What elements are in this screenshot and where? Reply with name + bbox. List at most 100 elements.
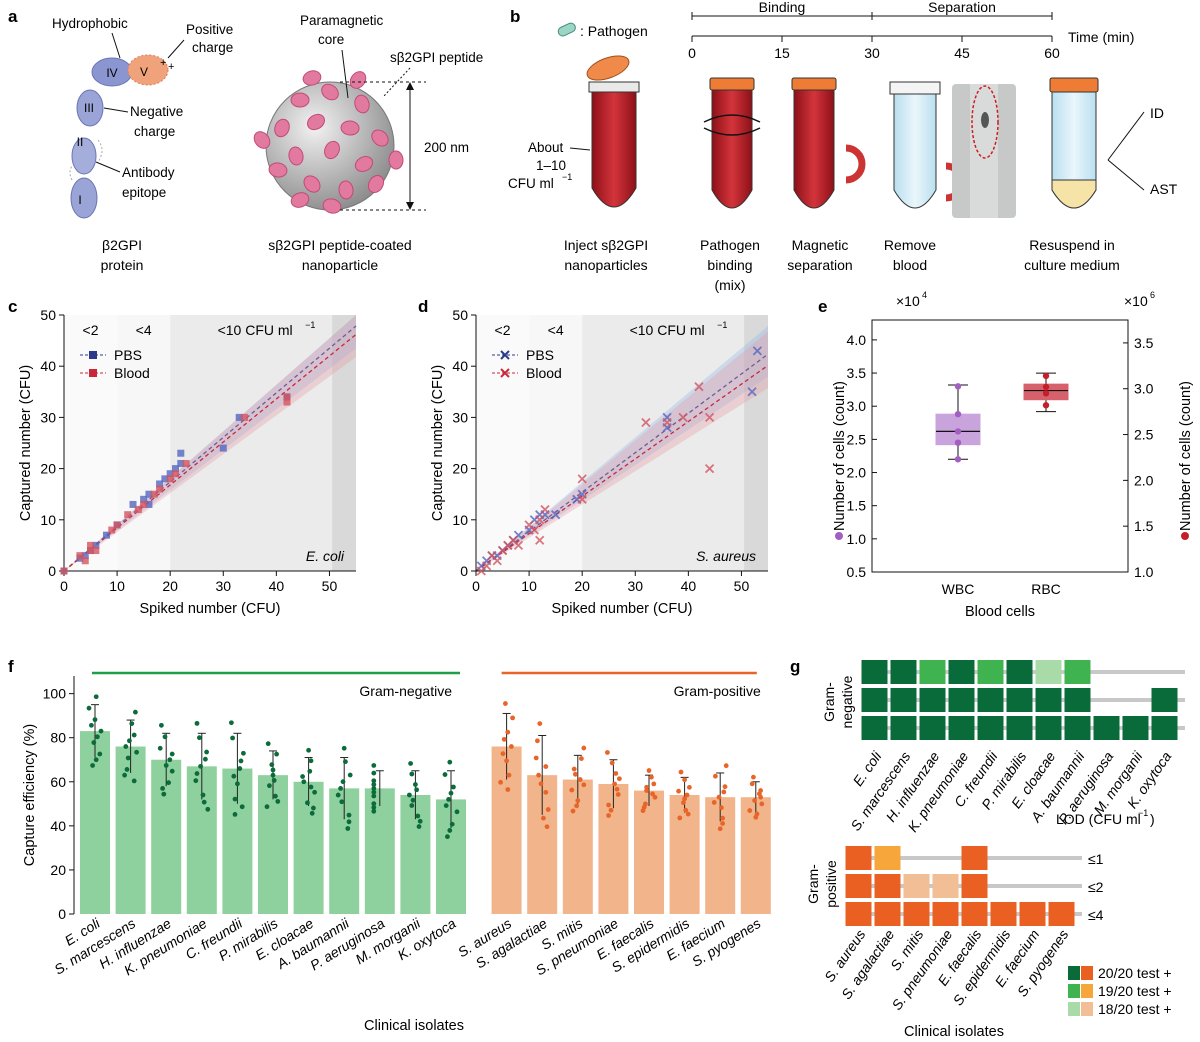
grid-cell [948,688,975,712]
data-point [752,346,763,356]
data-point [652,794,658,800]
data-point [335,792,341,798]
y-right-tick-label: 1.5 [1134,518,1154,534]
lod-band [170,315,333,571]
data-point [238,758,244,764]
data-point [681,800,686,806]
data-point [267,783,272,789]
y-left-axis-label: Number of cells (count) [832,381,848,531]
step-label: Magnetic [792,237,849,253]
about-unit-sup: −1 [562,172,572,182]
grid-cell [845,902,872,926]
grid-cell [932,902,959,926]
right-axis-key [1181,532,1189,540]
data-point [608,807,614,813]
data-point [229,720,234,726]
panel-letter-e: e [818,297,827,316]
data-point [122,772,127,778]
data-point [954,439,962,446]
domain-label-4: IV [106,66,117,80]
data-point [193,778,199,784]
data-point [219,444,227,452]
data-point [533,755,539,761]
data-point [81,557,89,565]
data-point [581,782,587,788]
data-point [758,788,763,793]
y-tick-label: 20 [452,461,468,477]
data-point [543,764,549,769]
step-label: Inject sβ2GPI [564,237,648,253]
gram-negative-label: Gram-negative [359,683,452,699]
data-point [87,541,95,549]
grid-cell [1122,716,1149,740]
grid-cell [1035,716,1062,740]
separation-label: Separation [928,0,996,15]
protein-caption-1: β2GPI [102,237,142,253]
step-labels: Inject sβ2GPI nanoparticles Pathogen bindin… [564,237,1120,293]
plot-frame [871,319,1129,573]
data-point [92,717,98,723]
legend-label: 20/20 test + [1098,965,1172,981]
data-point [131,778,137,784]
data-point [156,485,164,493]
hydrophobic-label: Hydrophobic [52,16,128,31]
data-point [231,773,237,779]
peptide-blob [321,83,339,101]
gram-positive-label: Gram-positive [674,683,761,699]
output-id: ID [1150,105,1164,121]
data-point [410,797,416,803]
y-left-tick-label: 3.5 [847,365,867,381]
data-point [203,756,208,762]
grid-cell [1064,688,1091,712]
data-point [717,826,723,832]
lod-title-sup: −1 [1138,808,1148,818]
tube-inject [586,55,640,208]
peptide-blob [303,175,321,193]
lod-band [332,315,356,571]
gram-positive-axis-label-2: positive [823,860,839,908]
size-label: 200 nm [424,140,469,155]
beta2gpi-protein-icon [69,54,169,219]
negative-label: Negative [130,104,183,119]
data-point [269,762,275,768]
step-label: Remove [884,237,936,253]
peptide-blob [388,150,404,170]
data-point [720,821,725,826]
data-point [308,758,314,764]
about-range: 1–10 [536,158,566,173]
grid-cell [1151,688,1178,712]
data-point [446,797,451,802]
x-tick-label: RBC [1031,581,1061,597]
data-point [506,772,512,778]
grid-cell [948,660,975,684]
x-tick-label: 10 [521,578,537,594]
data-point [274,751,279,757]
data-point [201,799,207,805]
panel-letter-f: f [8,657,14,676]
data-point [235,781,240,787]
data-point [95,734,100,740]
band-label: <10 CFU ml [630,322,705,338]
data-point [371,805,377,810]
data-point [124,511,132,519]
data-point [140,500,148,508]
y-axis-label: Captured number (CFU) [18,365,34,521]
data-point [97,751,103,757]
data-point [415,813,421,819]
data-point [200,792,206,798]
grid-cell [845,874,872,898]
data-point [662,417,672,428]
data-point [371,778,377,784]
data-point [235,413,243,421]
grid-cell [1151,716,1178,740]
step-label: Resuspend in [1029,237,1115,253]
gram-positive-axis-label: Gram- [805,864,821,904]
x-axis-label: Spiked number (CFU) [139,601,280,617]
grid-cell [932,874,959,898]
data-point [306,747,311,753]
data-point [166,780,172,786]
scale-right-exp: 6 [1150,290,1155,300]
lod-band [529,315,583,571]
core-label: core [318,32,344,47]
data-point [169,751,175,757]
